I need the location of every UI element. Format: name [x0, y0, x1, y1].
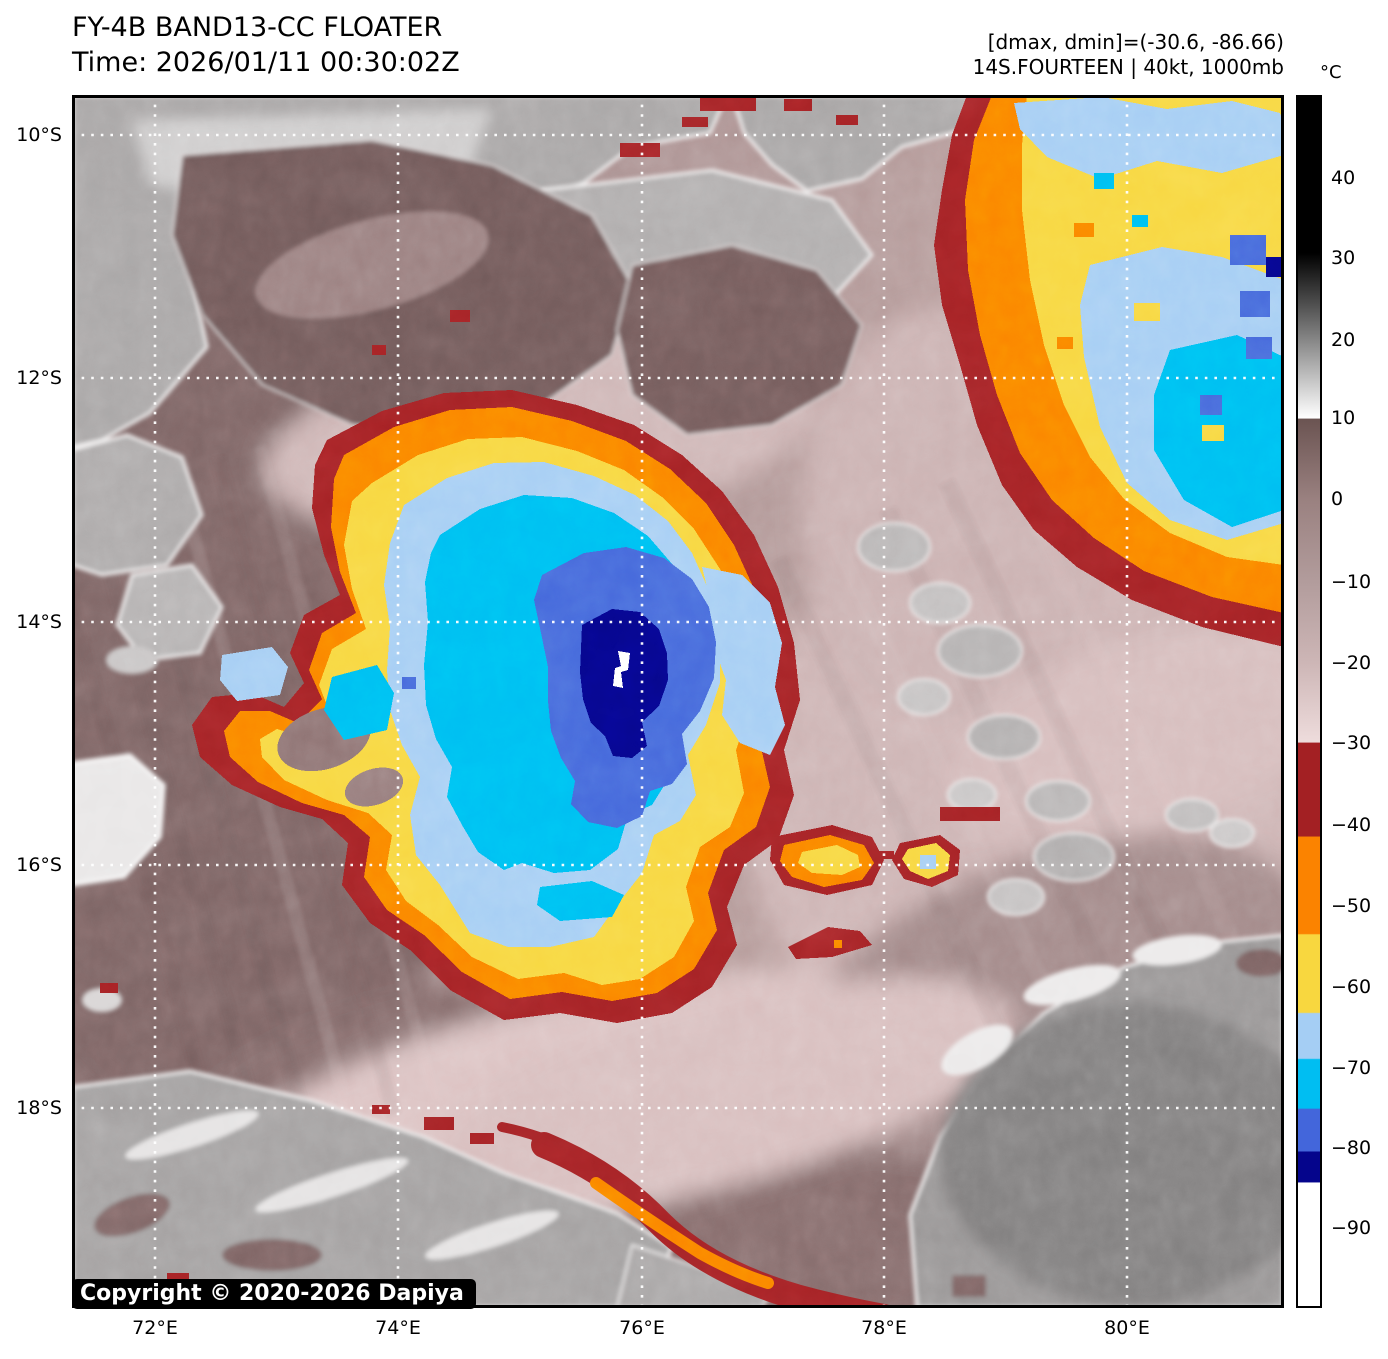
colorbar-tick-label: 30 [1331, 247, 1356, 269]
satellite-image [72, 95, 1284, 1308]
lat-tick-label: 10°S [16, 124, 62, 146]
lat-tick-label: 18°S [16, 1097, 62, 1119]
colorbar-tick-label: −60 [1331, 976, 1372, 998]
lat-tick-label: 16°S [16, 854, 62, 876]
colorbar-tick-label: −10 [1331, 571, 1372, 593]
grain-overlay-fine [72, 95, 1284, 1308]
colorbar-tick-label: −70 [1331, 1057, 1372, 1079]
graticule [72, 95, 1284, 1308]
storm-annotation: 14S.FOURTEEN | 40kt, 1000mb [972, 55, 1284, 79]
lon-tick-label: 74°E [375, 1317, 421, 1339]
colorbar-tick-label: 40 [1331, 167, 1356, 189]
lon-tick-label: 72°E [132, 1317, 178, 1339]
lon-tick-label: 80°E [1104, 1317, 1150, 1339]
colorbar-tick-label: −30 [1331, 732, 1372, 754]
map-area [72, 95, 1284, 1308]
lon-tick-label: 78°E [861, 1317, 907, 1339]
copyright-badge: Copyright © 2020-2026 Dapiya [72, 1279, 476, 1309]
colorbar-tick-label: 10 [1331, 407, 1356, 429]
timestamp: Time: 2026/01/11 00:30:02Z [72, 47, 460, 78]
page-title: FY-4B BAND13-CC FLOATER [72, 12, 443, 43]
colorbar-tick-label: −90 [1331, 1217, 1372, 1239]
lon-tick-label: 76°E [619, 1317, 665, 1339]
colorbar-tick-label: −40 [1331, 814, 1372, 836]
lat-tick-label: 12°S [16, 367, 62, 389]
colorbar-unit-label: °C [1320, 62, 1342, 83]
colorbar-tick-label: 0 [1331, 488, 1344, 510]
colorbar [1296, 95, 1322, 1308]
colorbar-tick-label: 20 [1331, 329, 1356, 351]
map-border [72, 95, 1284, 1308]
dmax-dmin-annotation: [dmax, dmin]=(-30.6, -86.66) [987, 30, 1284, 54]
colorbar-tick-label: −80 [1331, 1137, 1372, 1159]
lat-tick-label: 14°S [16, 611, 62, 633]
colorbar-tick-label: −20 [1331, 652, 1372, 674]
colorbar-tick-label: −50 [1331, 895, 1372, 917]
